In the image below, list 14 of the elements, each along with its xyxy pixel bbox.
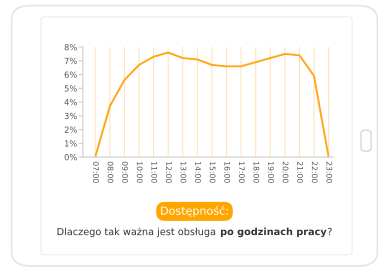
- text: ?: [328, 228, 332, 236]
- line-series: [94, 52, 330, 158]
- y-tick-label: 1%: [64, 140, 77, 147]
- y-tick-label: 2%: [64, 126, 77, 133]
- text: po godzinach pracy: [220, 228, 327, 238]
- y-tick-label: 4%: [64, 99, 77, 106]
- y-tick-label: 0%: [64, 154, 77, 160]
- y-tick-label: 8%: [64, 44, 77, 50]
- text: Dostępność:: [161, 206, 228, 217]
- y-tick-label: 5%: [64, 85, 77, 92]
- y-tick-label: 6%: [64, 72, 77, 78]
- y-tick-label: 7%: [64, 58, 77, 64]
- text: Dlaczego tak ważna jest obsługa: [58, 228, 216, 238]
- y-tick-label: 3%: [64, 112, 77, 120]
